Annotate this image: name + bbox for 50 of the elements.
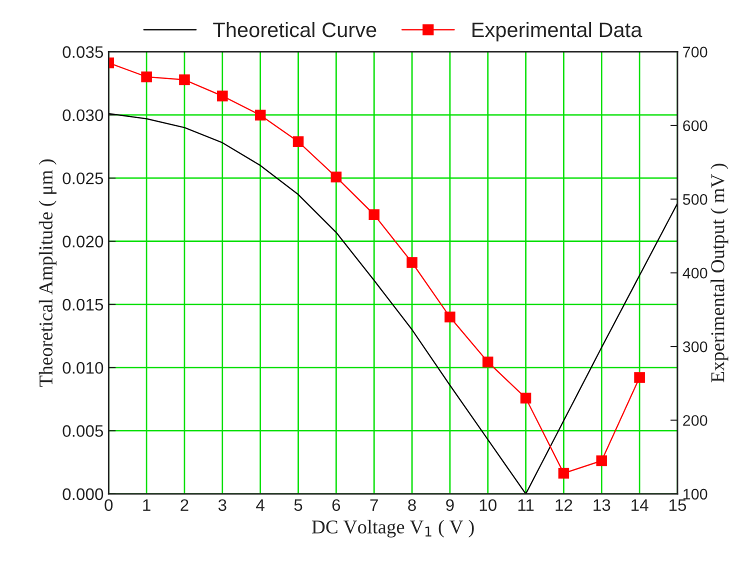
y2-tick-label: 100 [684,488,708,500]
y2-tick-label: 200 [683,415,708,426]
y2-tick-label: 400 [682,268,708,279]
x-tick-label: 0 [104,499,113,511]
x-axis-title: DC Voltage V$_{1}$ ( V ) [312,520,474,538]
point [520,392,532,404]
x-tick-label: 15 [669,499,686,511]
y-tick-label: 0.030 [62,109,104,122]
y-tick-label: 0.035 [62,46,104,58]
y-tick-label: 0.005 [62,425,104,437]
point [444,312,456,322]
point [179,74,190,86]
y2-tick-label: 500 [682,194,708,205]
point [368,209,380,220]
point [634,372,645,383]
y2-tick-label: 300 [682,341,708,352]
legend-label: Experimental Data [472,22,642,42]
x-tick-label: 4 [256,499,264,511]
y-tick-label: 0.020 [62,236,104,248]
x-tick-label: 11 [518,499,534,511]
y-axis-title: Theoretical Amplitude ( μm ) [38,159,57,387]
x-tick-label: 2 [180,499,188,511]
x-tick-label: 13 [594,499,610,511]
x-tick-label: 10 [480,499,496,511]
y-tick-label: 0.010 [62,362,104,374]
point [254,110,266,121]
point [217,90,228,102]
point [330,172,342,182]
x-tick-label: 9 [446,499,454,511]
x-tick-label: 6 [332,499,340,511]
point [482,356,494,368]
y-tick-label: 0.015 [62,298,104,311]
x-tick-label: 3 [218,499,226,511]
legend-label: Theoretical Curve [213,22,376,38]
x-tick-label: 14 [632,499,648,511]
point [558,468,570,479]
y-tick-label: 0.000 [62,488,104,500]
x-tick-label: 5 [294,499,302,511]
y-tick-label: 0.025 [62,172,104,184]
x-tick-label: 1 [143,499,150,511]
x-tick-label: 7 [370,499,378,511]
y2-tick-label: 600 [683,120,708,132]
y2-tick-label: 700 [683,46,708,58]
point [141,71,152,82]
point [596,455,608,466]
x-tick-label: 12 [556,499,572,511]
x-tick-label: 8 [408,499,416,511]
point [406,257,418,268]
y2-axis-title: Experimental Output ( mV ) [710,164,728,382]
point [292,136,304,148]
